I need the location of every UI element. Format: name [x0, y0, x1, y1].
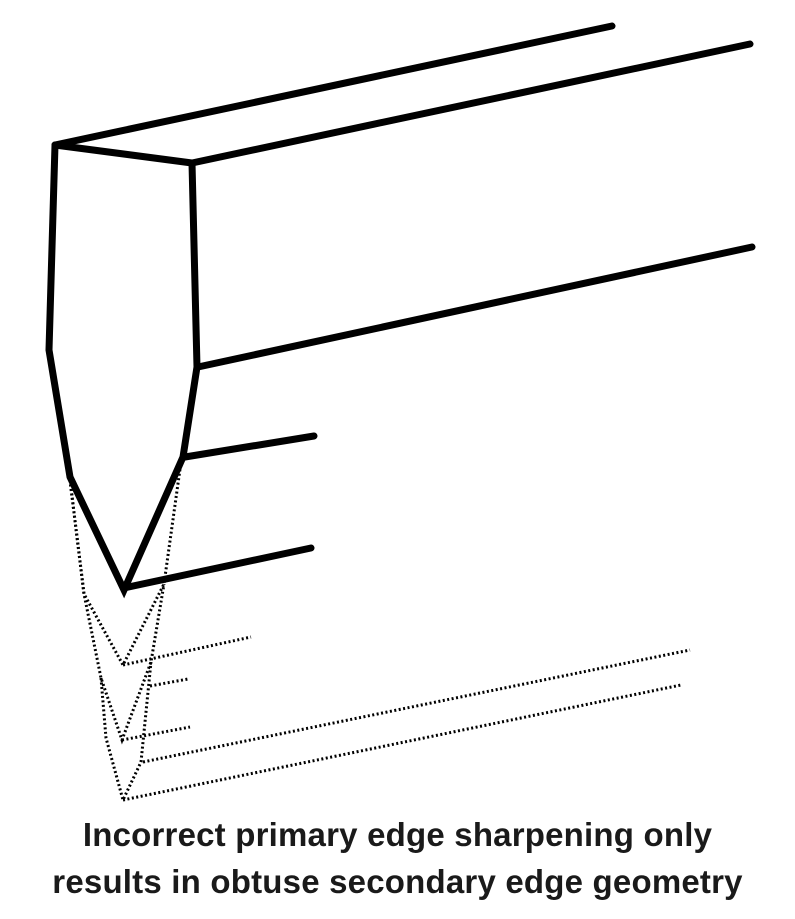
top-end-edge: [51, 141, 196, 167]
dotted-edge-line-1: [122, 635, 252, 667]
caption-line-2: results in obtuse secondary edge geometr…: [52, 863, 743, 900]
top-back-edge: [51, 22, 616, 149]
dotted-edge-line-4: [142, 648, 691, 764]
dotted-edge-line-3: [121, 725, 191, 742]
spine-side-edge: [194, 243, 756, 371]
primary-edge-line: [120, 544, 315, 592]
dotted-profile-2: [68, 479, 166, 745]
primary-bevel-line: [181, 432, 318, 461]
blade-outline: [45, 22, 756, 599]
secondary-edge-geometry: [68, 461, 691, 805]
top-front-edge: [188, 40, 754, 167]
dotted-edge-line-2: [149, 677, 189, 688]
dotted-edge-line-5: [122, 683, 682, 802]
caption-line-1: Incorrect primary edge sharpening only: [82, 816, 713, 853]
blade-profile: [45, 141, 201, 599]
